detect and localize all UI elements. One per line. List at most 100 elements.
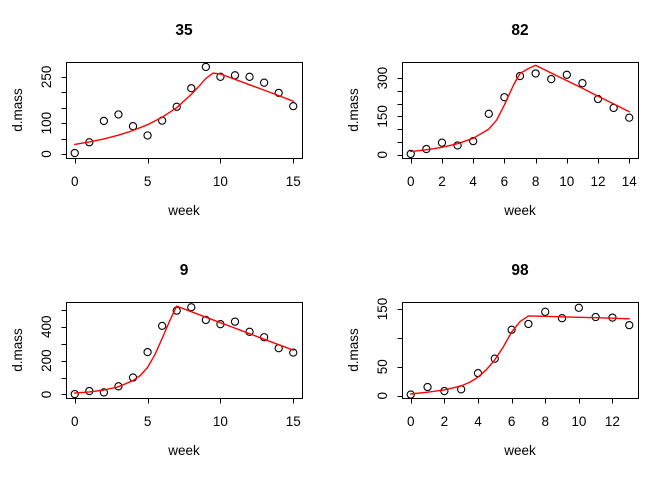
data-point — [99, 116, 109, 126]
y-tick-label: 300 — [375, 67, 390, 90]
data-point — [259, 78, 269, 87]
y-tick-label: 0 — [375, 392, 390, 400]
data-point — [201, 315, 211, 325]
x-tick-label: 15 — [286, 414, 301, 429]
y-axis-label: d.mass — [346, 328, 361, 372]
data-point — [70, 389, 79, 399]
x-axis-label: week — [167, 443, 200, 458]
data-point — [99, 388, 109, 397]
data-point — [524, 319, 533, 329]
data-point — [625, 113, 634, 122]
data-point — [406, 390, 415, 399]
x-tick-label: 12 — [605, 414, 620, 429]
x-tick-label: 2 — [441, 414, 449, 429]
data-point — [562, 70, 571, 79]
data-point — [437, 138, 447, 147]
y-tick-label: 250 — [39, 66, 54, 89]
x-tick-label: 10 — [571, 414, 586, 429]
data-point — [440, 386, 449, 396]
data-point — [490, 354, 499, 363]
panel-title: 98 — [511, 262, 529, 279]
data-point — [114, 110, 123, 119]
data-point — [157, 321, 167, 331]
data-point — [484, 109, 493, 118]
data-point — [70, 148, 79, 158]
data-point — [547, 74, 556, 84]
data-point — [406, 149, 415, 159]
y-tick-label: 100 — [39, 112, 54, 135]
y-axis-label: d.mass — [10, 88, 25, 132]
data-point — [201, 62, 211, 72]
data-point — [531, 69, 540, 78]
data-point — [289, 101, 298, 111]
chart-panel-bottom-left: 9 0 5 10 15 0 200 400 week d.mass — [0, 240, 336, 480]
chart-svg-35: 35 0 5 10 15 0 100 250 week d.mass — [10, 22, 303, 218]
x-tick-label: 10 — [213, 174, 228, 189]
data-point — [128, 122, 138, 131]
y-tick-label: 200 — [39, 349, 54, 372]
x-tick-label: 15 — [286, 174, 301, 189]
data-point — [274, 88, 283, 98]
x-tick-label: 0 — [71, 174, 79, 189]
data-point — [541, 307, 550, 316]
data-point — [593, 94, 603, 104]
x-tick-label: 4 — [469, 174, 477, 189]
x-tick-label: 14 — [622, 174, 638, 189]
x-tick-label: 0 — [407, 414, 415, 429]
x-tick-label: 4 — [474, 414, 482, 429]
chart-panel-bottom-right: 98 0 2 4 6 8 10 12 0 50 150 week d.mass — [336, 240, 672, 480]
panel-title: 35 — [175, 22, 193, 39]
y-axis-label: d.mass — [10, 328, 25, 372]
y-tick-label: 150 — [375, 298, 390, 321]
data-point — [625, 320, 634, 330]
y-tick-label: 50 — [375, 359, 390, 374]
data-point — [230, 317, 240, 326]
data-point — [453, 141, 462, 150]
x-axis-label: week — [503, 443, 536, 458]
x-tick-label: 6 — [508, 414, 516, 429]
data-point — [245, 72, 254, 81]
data-point — [423, 382, 432, 392]
data-point — [187, 303, 196, 312]
x-axis-label: week — [167, 203, 200, 218]
y-tick-label: 150 — [375, 105, 390, 128]
y-tick-label: 0 — [39, 150, 54, 158]
x-tick-label: 10 — [213, 414, 228, 429]
fit-line — [409, 64, 630, 153]
x-tick-label: 12 — [591, 174, 606, 189]
x-tick-label: 0 — [407, 174, 415, 189]
data-point — [172, 102, 181, 111]
panel-title: 9 — [180, 262, 189, 279]
x-tick-label: 0 — [71, 414, 79, 429]
data-point — [187, 84, 196, 93]
data-point — [289, 348, 298, 357]
x-tick-label: 10 — [559, 174, 574, 189]
panel-title: 82 — [511, 22, 528, 39]
chart-svg-82: 82 0 2 4 6 8 10 12 14 0 150 300 week d.mass — [346, 22, 639, 218]
plot-box — [402, 62, 639, 159]
data-point — [515, 71, 525, 81]
y-axis-label: d.mass — [346, 88, 361, 132]
x-tick-label: 5 — [144, 174, 152, 189]
plot-box — [66, 302, 303, 399]
chart-panel-top-left: 35 0 5 10 15 0 100 250 week d.mass — [0, 0, 336, 240]
data-point — [216, 72, 225, 81]
chart-panel-top-right: 82 0 2 4 6 8 10 12 14 0 150 300 week d.mass — [336, 0, 672, 240]
plot-box — [66, 62, 303, 159]
data-point — [114, 382, 123, 391]
data-point — [578, 79, 587, 88]
chart-svg-9: 9 0 5 10 15 0 200 400 week d.mass — [10, 262, 303, 458]
x-tick-label: 8 — [541, 414, 549, 429]
chart-svg-98: 98 0 2 4 6 8 10 12 0 50 150 week d.mass — [346, 262, 639, 458]
x-tick-label: 5 — [144, 414, 152, 429]
fit-line — [409, 315, 630, 395]
data-point — [557, 314, 567, 323]
x-tick-label: 6 — [501, 174, 509, 189]
x-tick-label: 8 — [532, 174, 540, 189]
fit-line — [73, 305, 294, 394]
plot-box — [402, 302, 639, 399]
data-point — [143, 347, 152, 357]
x-axis-label: week — [503, 203, 536, 218]
y-tick-label: 0 — [39, 391, 54, 399]
